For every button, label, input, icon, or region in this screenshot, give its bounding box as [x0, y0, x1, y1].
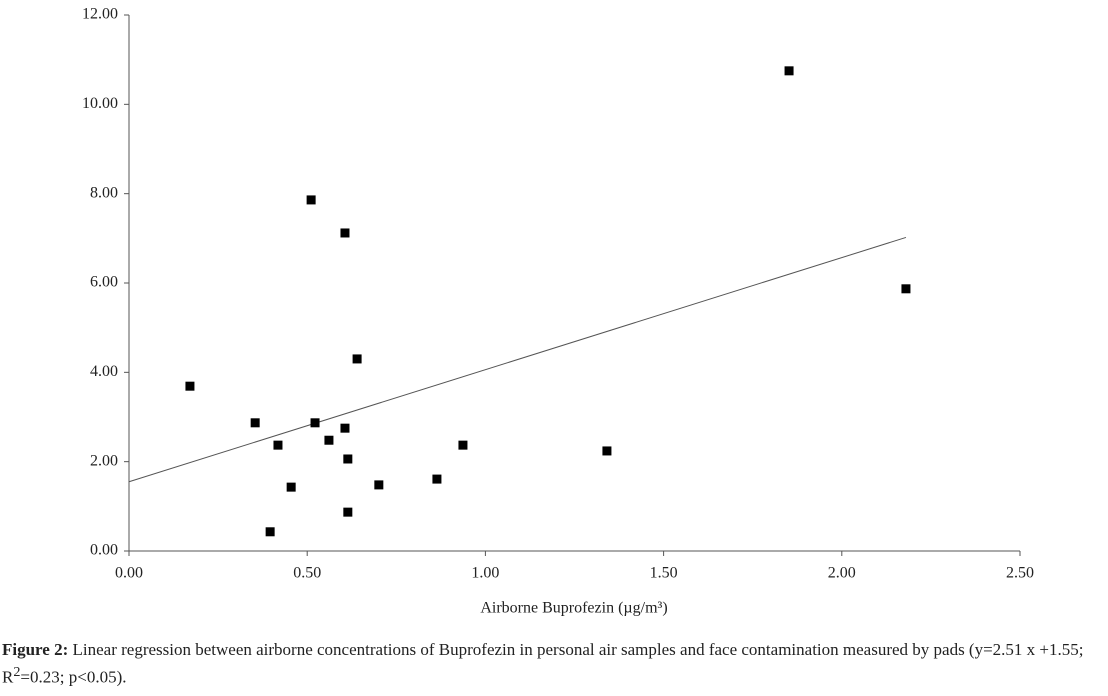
- point: [784, 66, 794, 76]
- point: [458, 440, 468, 450]
- point: [306, 195, 316, 205]
- point: [901, 284, 911, 294]
- x-tick-label: 1.50: [650, 565, 678, 582]
- x-tick-label: 2.00: [828, 565, 856, 582]
- point: [310, 418, 320, 428]
- point: [286, 482, 296, 492]
- x-tick-label: 1.00: [471, 565, 499, 582]
- x-tick-label: 0.00: [115, 565, 143, 582]
- y-tick-label: 4.00: [90, 363, 118, 380]
- y-tick-label: 2.00: [90, 452, 118, 469]
- point: [340, 228, 350, 238]
- point: [352, 354, 362, 364]
- chart: Airborne Buprofezin (µg/m³) 0.00 2.00 4.00…: [82, 6, 1034, 617]
- point: [340, 423, 350, 433]
- caption: Figure 2: Linear regression between airb…: [2, 638, 1106, 689]
- point: [324, 435, 334, 445]
- y-tick-label: 8.00: [90, 184, 118, 201]
- x-axis-label: Airborne Buprofezin (µg/m³): [480, 600, 667, 617]
- caption-text: Linear regression between airborne conce…: [2, 640, 1084, 687]
- point: [343, 507, 353, 517]
- point: [265, 527, 275, 537]
- point: [273, 440, 283, 450]
- caption-label: Figure 2:: [2, 640, 69, 659]
- point: [602, 446, 612, 456]
- trendline: [128, 236, 907, 483]
- x-tick-label: 0.50: [293, 565, 321, 582]
- point: [250, 418, 260, 428]
- y-tick-label: 12.00: [82, 6, 118, 23]
- point: [343, 454, 353, 464]
- point: [185, 381, 195, 391]
- caption-sup: 2: [13, 664, 21, 680]
- caption-tail: =0.23; p<0.05).: [20, 667, 127, 687]
- x-tick-label: 2.50: [1006, 565, 1034, 582]
- y-tick-label: 0.00: [90, 542, 118, 559]
- y-tick-label: 10.00: [82, 95, 118, 112]
- y-tick-label: 6.00: [90, 274, 118, 291]
- point: [374, 480, 384, 490]
- point: [432, 474, 442, 484]
